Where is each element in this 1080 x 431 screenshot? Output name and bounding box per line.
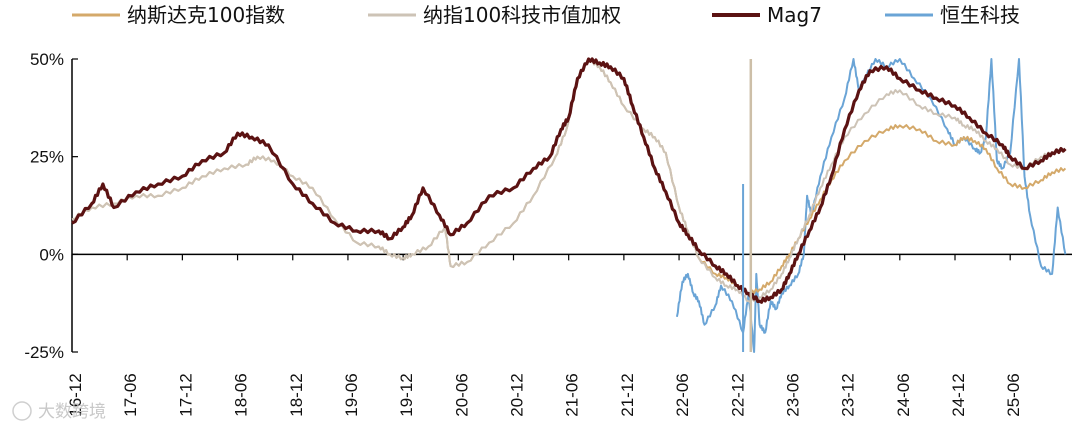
x-tick-label: 18-06 [232, 373, 251, 416]
x-axis: 16-12 17-06 17-12 18-06 18-12 19-06 19-12 20-06… [66, 253, 1072, 417]
series-line-3 [675, 58, 1067, 353]
x-tick-label: 21-06 [563, 373, 582, 416]
legend-label: Mag7 [767, 3, 822, 27]
x-tick-label: 17-06 [121, 373, 140, 416]
legend-label: 恒生科技 [940, 3, 1020, 27]
x-tick-label: 25-06 [1004, 373, 1023, 416]
x-tick-label: 20-12 [508, 373, 527, 416]
x-tick-label: 24-06 [894, 373, 913, 416]
legend: 纳斯达克100指数 纳指100科技市值加权 Mag7 恒生科技 [72, 3, 1020, 27]
x-tick-label: 23-12 [839, 373, 858, 416]
x-tick-label: 17-12 [176, 373, 195, 416]
y-axis: 50% 25% 0% -25% [24, 50, 78, 362]
watermark-text: 大数跨境 [38, 402, 106, 422]
x-tick-label: 19-12 [397, 373, 416, 416]
x-tick-label: 16-12 [66, 373, 85, 416]
y-tick-label: -25% [24, 343, 64, 362]
y-tick-label: 0% [39, 245, 64, 264]
legend-label: 纳指100科技市值加权 [423, 3, 621, 27]
plot-area [71, 57, 1067, 353]
watermark: 大数跨境 [12, 401, 106, 422]
x-tick-label: 24-12 [949, 373, 968, 416]
x-tick-label: 22-12 [728, 373, 747, 416]
series-line-2 [71, 57, 1067, 304]
y-tick-label: 25% [30, 148, 64, 167]
x-tick-label: 21-12 [618, 373, 637, 416]
y-tick-label: 50% [30, 50, 64, 69]
x-tick-label: 23-06 [783, 373, 802, 416]
legend-label: 纳斯达克100指数 [127, 3, 285, 27]
watermark-logo-icon [12, 401, 32, 421]
x-tick-label: 18-12 [287, 373, 306, 416]
x-tick-label: 22-06 [673, 373, 692, 416]
x-tick-label: 19-06 [342, 373, 361, 416]
x-tick-label: 20-06 [452, 373, 471, 416]
series-line-1 [71, 58, 1067, 304]
